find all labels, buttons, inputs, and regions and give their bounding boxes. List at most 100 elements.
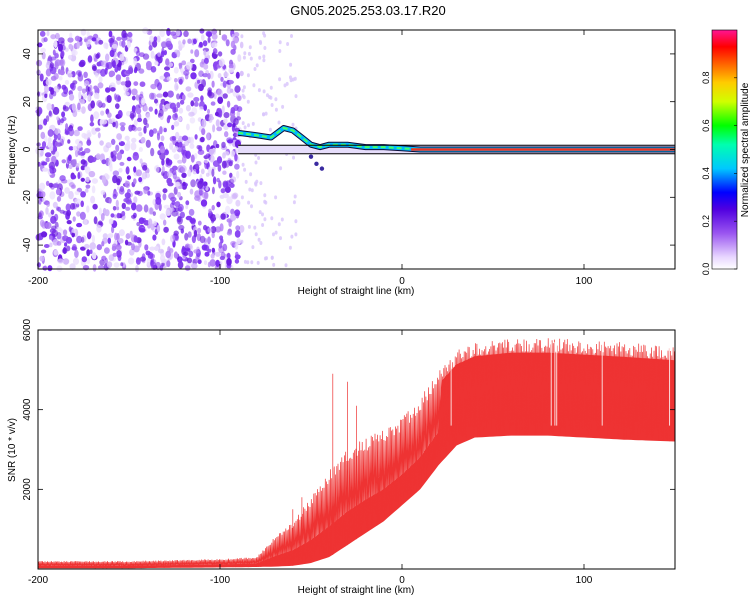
noise-dot [86, 258, 91, 265]
noise-dot [57, 258, 64, 265]
noise-dot [78, 91, 82, 100]
colorbar-tick-label: 0.6 [701, 119, 711, 132]
noise-dot [220, 251, 226, 259]
noise-dot [230, 48, 236, 55]
noise-dot [207, 108, 210, 115]
noise-dot [209, 259, 216, 267]
noise-dot [94, 72, 99, 78]
noise-dot [185, 86, 192, 92]
noise-dot [242, 55, 246, 60]
noise-dot [133, 196, 138, 204]
noise-dot [189, 137, 193, 143]
noise-dot [264, 111, 268, 116]
noise-dot [163, 149, 169, 156]
noise-dot [56, 196, 62, 202]
noise-dot [138, 217, 145, 225]
noise-dot [212, 124, 216, 133]
noise-dot [75, 163, 80, 168]
noise-dot [124, 192, 131, 199]
noise-dot [154, 108, 158, 115]
noise-dot [210, 101, 216, 106]
noise-dot [37, 124, 43, 130]
noise-dot [235, 71, 240, 79]
noise-dot [68, 43, 73, 50]
noise-dot [170, 234, 175, 243]
noise-dot [100, 110, 105, 116]
noise-dot [227, 139, 234, 144]
noise-dot [71, 49, 78, 56]
noise-dot [132, 152, 139, 161]
noise-dot [108, 198, 112, 204]
noise-dot [99, 259, 105, 266]
noise-dot [234, 258, 240, 264]
noise-dot [234, 242, 239, 250]
noise-dot [159, 102, 163, 111]
noise-dot [212, 176, 217, 185]
noise-dot [125, 199, 133, 205]
noise-dot [234, 163, 240, 170]
noise-dot [91, 37, 97, 42]
noise-dot [189, 58, 195, 64]
noise-dot [113, 214, 117, 219]
noise-dot [85, 40, 91, 48]
noise-dot [159, 152, 166, 161]
noise-dot [77, 143, 82, 149]
noise-dot [62, 258, 70, 265]
noise-dot [44, 85, 49, 93]
noise-dot [100, 190, 106, 195]
noise-dot [77, 172, 81, 180]
noise-dot [68, 226, 72, 233]
noise-dot [220, 76, 224, 82]
noise-dot [86, 205, 90, 213]
noise-dot [190, 49, 194, 54]
noise-dot [135, 204, 143, 212]
noise-dot [69, 93, 75, 101]
noise-dot [64, 101, 70, 106]
noise-dot [211, 168, 215, 177]
noise-dot [69, 263, 76, 270]
noise-dot [177, 261, 184, 269]
noise-dot [157, 51, 162, 57]
noise-dot [148, 207, 155, 215]
noise-dot [193, 249, 200, 254]
noise-dot [162, 193, 167, 201]
noise-dot [133, 235, 138, 243]
noise-dot [100, 213, 105, 221]
colorbar-tick-label: 0.4 [701, 167, 711, 180]
noise-dot [207, 248, 212, 253]
noise-dot [173, 153, 180, 160]
noise-dot [226, 252, 231, 260]
noise-dot [148, 45, 153, 51]
colorbar-tick-label: 0.8 [701, 72, 711, 85]
noise-dot [207, 236, 211, 245]
noise-dot [102, 233, 108, 240]
noise-dot [234, 37, 239, 44]
noise-dot [78, 61, 85, 68]
noise-dot [209, 113, 213, 119]
noise-dot [173, 146, 179, 151]
noise-dot [221, 141, 226, 149]
noise-dot [68, 128, 75, 137]
noise-dot [226, 258, 232, 266]
noise-dot [105, 62, 109, 71]
noise-dot [190, 100, 195, 107]
noise-dot [42, 167, 49, 172]
noise-dot [78, 71, 82, 78]
noise-dot [55, 226, 62, 232]
noise-dot [235, 251, 239, 257]
noise-dot [115, 74, 122, 81]
noise-dot [222, 170, 227, 175]
noise-dot [45, 115, 50, 122]
noise-dot [178, 40, 182, 46]
noise-dot [110, 151, 114, 159]
noise-dot [278, 77, 282, 82]
noise-dot [222, 181, 229, 189]
noise-dot [281, 104, 285, 109]
noise-dot [90, 157, 97, 163]
noise-dot [108, 30, 113, 38]
noise-dot [92, 264, 97, 272]
noise-dot [110, 213, 115, 218]
noise-dot [218, 58, 225, 67]
noise-dot [97, 265, 105, 270]
noise-dot [143, 186, 149, 195]
